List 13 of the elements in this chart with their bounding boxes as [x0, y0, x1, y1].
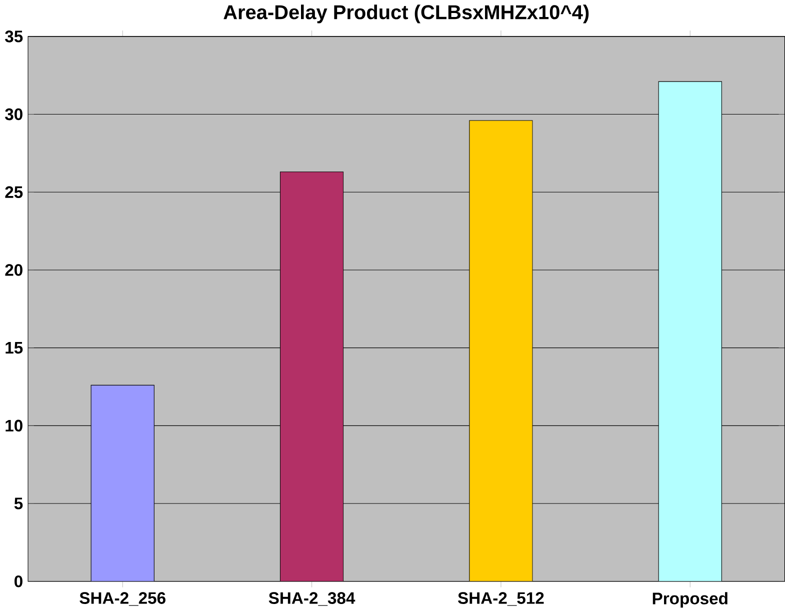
y-tick-label: 5	[14, 498, 23, 510]
y-tick-label: 10	[6, 420, 22, 432]
y-tick-label: 35	[5, 30, 23, 42]
y-tick-label: 20	[5, 264, 22, 276]
chart-title: Area-Delay Product (CLBsxMHZx10^4)	[224, 4, 589, 24]
y-tick-label: 30	[5, 108, 22, 120]
x-tick-label: SHA-2_256	[80, 592, 166, 606]
y-tick-label: 15	[6, 342, 23, 354]
x-tick-label: SHA-2_384	[268, 592, 356, 606]
x-tick-label: SHA-2_512	[458, 592, 544, 606]
y-tick-label: 25	[5, 186, 23, 198]
y-tick-label: 0	[14, 575, 22, 588]
x-tick-label: Proposed	[652, 592, 728, 608]
